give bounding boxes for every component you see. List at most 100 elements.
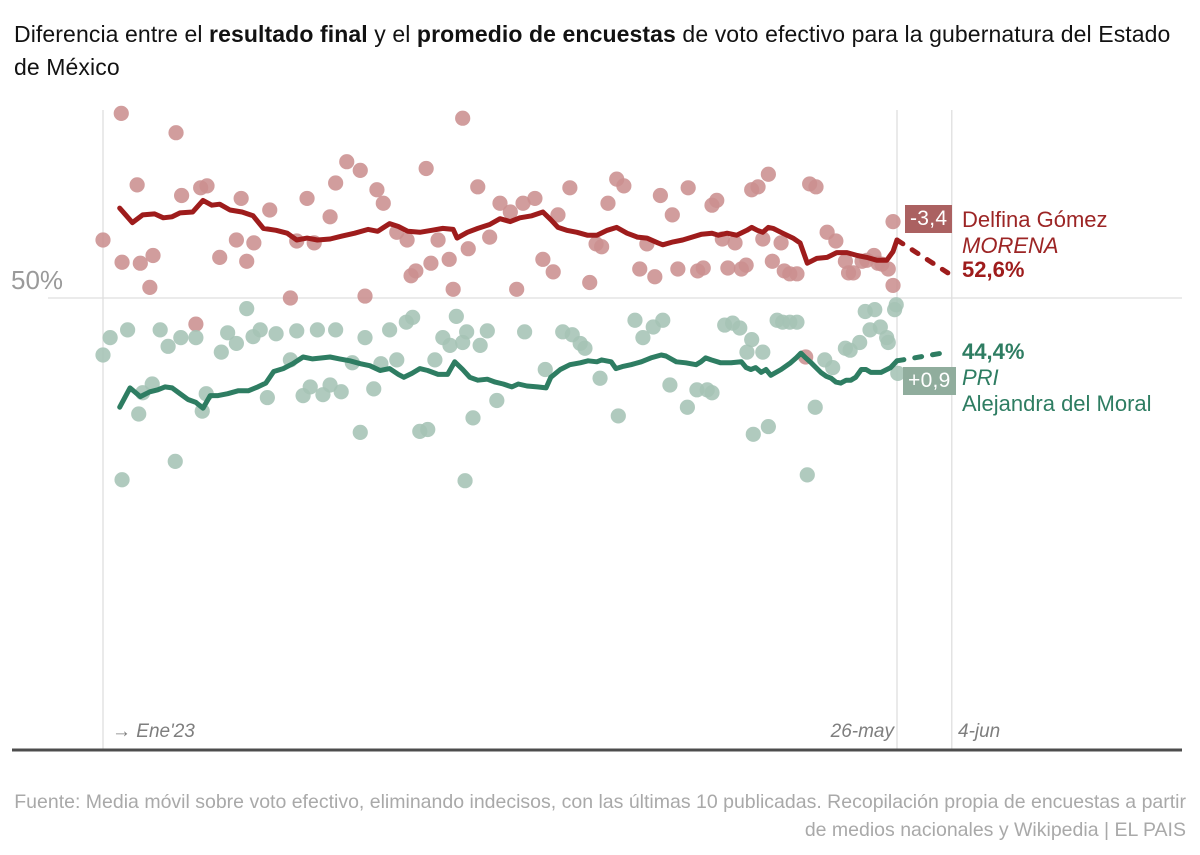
poll-dot-morena: [670, 261, 686, 277]
poll-dot-pri: [807, 399, 823, 415]
poll-dot-morena: [880, 261, 896, 277]
poll-dot-pri: [739, 344, 755, 360]
poll-dot-pri: [537, 361, 553, 378]
poll-dot-pri: [448, 308, 464, 324]
poll-dot-pri: [825, 360, 841, 376]
morena-diff-badge: -3,4: [905, 205, 953, 233]
poll-dot-pri: [679, 399, 695, 415]
poll-dot-morena: [750, 179, 766, 195]
poll-dot-pri: [322, 377, 338, 393]
poll-dot-pri: [517, 324, 533, 340]
title-bold-promedio: promedio de encuestas: [416, 21, 676, 47]
poll-dot-morena: [408, 263, 424, 279]
poll-dot-pri: [167, 453, 183, 469]
y-axis-ref-label: 50%: [11, 265, 64, 295]
poll-dot-morena: [399, 232, 415, 248]
pri-diff-badge: +0,9: [903, 367, 956, 395]
poll-dot-pri: [662, 377, 678, 393]
poll-dot-morena: [375, 195, 391, 211]
poll-dot-pri: [867, 302, 883, 318]
poll-dot-pri: [799, 467, 815, 483]
poll-dot-pri: [173, 330, 189, 346]
poll-dot-pri: [213, 344, 229, 360]
poll-dot-pri: [489, 392, 505, 409]
poll-dot-morena: [188, 316, 204, 332]
poll-dot-morena: [837, 253, 853, 269]
poll-dot-morena: [95, 232, 111, 248]
avg-line-morena: [117, 197, 900, 266]
chart-title: Diferencia entre el resultado final y el…: [14, 18, 1192, 84]
poll-dot-pri: [427, 352, 443, 368]
poll-dot-morena: [328, 175, 344, 191]
poll-dot-morena: [773, 235, 789, 251]
poll-dot-pri: [309, 322, 325, 338]
poll-dot-morena: [168, 125, 184, 141]
poll-dot-pri: [610, 408, 626, 424]
poll-dot-morena: [129, 177, 145, 193]
poll-dot-morena: [445, 281, 461, 297]
title-bold-resultado-final: resultado final: [209, 21, 368, 47]
morena-final-result: 52,6%: [962, 257, 1025, 282]
poll-dot-pri: [627, 312, 643, 328]
poll-dot-pri: [160, 338, 176, 354]
poll-dot-pri: [704, 385, 720, 401]
poll-dot-morena: [789, 266, 805, 282]
x-axis-label-4jun: 4-jun: [958, 721, 1001, 742]
title-text: Diferencia entre el: [14, 21, 210, 47]
poll-dot-pri: [259, 389, 275, 406]
poll-dot-pri: [442, 337, 458, 353]
poll-dot-morena: [760, 166, 776, 182]
pri-candidate-name: Alejandra del Moral: [962, 391, 1152, 416]
poll-dot-morena: [322, 209, 338, 225]
x-axis-label-ene23: → Ene'23: [112, 721, 195, 742]
poll-dot-morena: [600, 195, 616, 211]
poll-dot-morena: [720, 260, 736, 276]
poll-dot-morena: [738, 257, 754, 273]
poll-dot-pri: [745, 426, 761, 442]
source-footer-line2: partir de medios nacionales y Wikipedia …: [804, 791, 1186, 841]
poll-dot-pri: [220, 325, 236, 341]
poll-dot-pri: [268, 326, 284, 342]
poll-dot-pri: [732, 320, 748, 336]
poll-dot-pri: [420, 421, 436, 438]
poll-dot-morena: [357, 288, 373, 304]
poll-dot-pri: [333, 384, 349, 400]
poll-dot-morena: [430, 232, 446, 248]
poll-dot-morena: [502, 204, 518, 220]
poll-dot-morena: [492, 195, 508, 211]
poll-dot-pri: [239, 301, 255, 317]
poll-dot-morena: [808, 179, 824, 195]
poll-dot-pri: [880, 334, 896, 351]
poll-dot-pri: [120, 322, 136, 338]
poll-dot-pri: [289, 323, 305, 339]
title-text-post: de voto efectivo para la gubernatura del…: [14, 21, 1171, 80]
poll-dot-pri: [755, 344, 771, 360]
source-footer: Fuente: Media móvil sobre voto efectivo,…: [14, 788, 1186, 844]
poll-dot-morena: [174, 187, 190, 204]
poll-dot-morena: [535, 251, 551, 267]
source-footer-line1: Fuente: Media móvil sobre voto efectivo,…: [14, 791, 1137, 813]
poll-dot-morena: [885, 214, 901, 230]
title-text-mid: y el: [367, 21, 417, 47]
poll-dot-morena: [233, 190, 249, 207]
poll-dot-pri: [252, 322, 268, 338]
poll-dot-pri: [472, 337, 488, 353]
poll-dot-pri: [95, 347, 111, 363]
poll-dot-pri: [577, 340, 593, 356]
poll-dot-pri: [302, 379, 318, 395]
poll-dot-morena: [114, 254, 130, 270]
poll-dot-morena: [239, 253, 255, 269]
poll-dot-morena: [562, 180, 578, 196]
poll-dot-morena: [423, 255, 439, 271]
poll-dot-pri: [760, 418, 776, 435]
poll-dot-morena: [441, 251, 457, 267]
poll-dot-pri: [465, 410, 481, 426]
poll-dot-morena: [132, 255, 148, 271]
morena-candidate-name: Delfina Gómez: [962, 207, 1108, 232]
poll-dot-morena: [828, 233, 844, 249]
poll-dot-morena: [369, 182, 385, 198]
poll-dot-pri: [357, 330, 373, 346]
pri-party-label: PRI: [962, 365, 999, 390]
poll-dot-pri: [789, 314, 805, 330]
poll-dot-morena: [352, 162, 368, 178]
